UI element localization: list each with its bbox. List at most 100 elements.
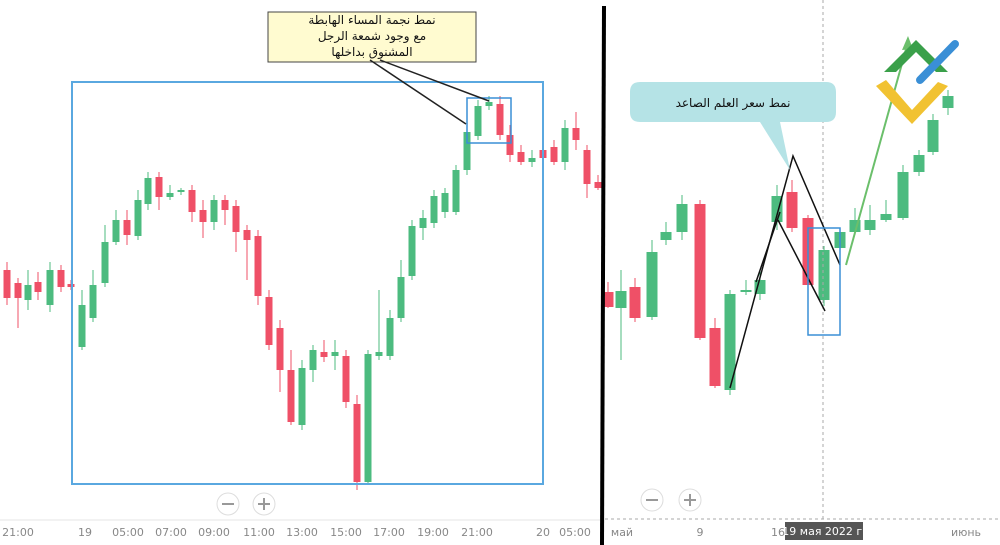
candle-body	[232, 206, 240, 232]
candle-body	[89, 285, 97, 318]
candle-body	[496, 104, 504, 135]
note-line: نمط نجمة المساء الهابطة	[308, 13, 435, 27]
candle-body	[506, 135, 514, 155]
candle-body	[694, 204, 706, 338]
x-tick-label: 05:00	[112, 526, 144, 539]
flag-line	[777, 219, 826, 312]
candle-body	[276, 328, 284, 370]
candle-body	[375, 352, 383, 356]
zoom-controls[interactable]	[216, 488, 702, 516]
candle-body	[320, 352, 328, 357]
candle-body	[112, 220, 120, 242]
candle-body	[3, 270, 11, 298]
candle-body	[430, 196, 438, 223]
candle-body	[441, 193, 449, 212]
candle-body	[474, 106, 482, 136]
candle-body	[46, 270, 54, 305]
candle-body	[550, 147, 558, 162]
candle-body	[287, 370, 295, 422]
x-tick-label: 15:00	[330, 526, 362, 539]
candle-body	[14, 283, 22, 298]
candle-body	[166, 193, 174, 197]
candle-body	[452, 170, 460, 212]
x-tick-label: июнь	[951, 526, 981, 539]
x-tick-label: 19:00	[417, 526, 449, 539]
candle-body	[386, 318, 394, 356]
candle-body	[134, 200, 142, 236]
flag-line	[755, 211, 781, 283]
candle-body	[57, 270, 65, 287]
candle-body	[265, 297, 273, 345]
candle-body	[353, 404, 361, 482]
candle-body	[155, 177, 163, 197]
candle-body	[660, 232, 672, 240]
x-tick-label: 07:00	[155, 526, 187, 539]
candle-body	[594, 182, 602, 188]
logo	[876, 40, 959, 124]
pattern-frame	[71, 81, 544, 485]
candle-body	[221, 200, 229, 210]
candle-body	[34, 282, 42, 292]
candle-body	[583, 150, 591, 184]
candle-body	[298, 368, 306, 425]
x-tick-label: 19	[78, 526, 92, 539]
candle-body	[880, 214, 892, 220]
target-arrow	[845, 41, 909, 266]
divider	[600, 5, 606, 545]
candle-body	[897, 172, 909, 218]
x-tick-label: 05:00	[559, 526, 591, 539]
candle-body	[144, 178, 152, 204]
candle-body	[864, 220, 876, 230]
candle-body	[913, 155, 925, 172]
candle-body	[646, 252, 658, 317]
candle-body	[615, 291, 627, 308]
candle-body	[818, 250, 830, 300]
candle-body	[724, 294, 736, 390]
crosshair-tag	[785, 522, 863, 540]
candle-body	[123, 220, 131, 235]
candle-body	[740, 290, 752, 292]
candle-body	[397, 277, 405, 318]
x-tick-label: 21:00	[2, 526, 34, 539]
candle-body	[849, 220, 861, 232]
candle-body	[309, 350, 317, 370]
x-tick-label: 17:00	[373, 526, 405, 539]
candle-body	[331, 352, 339, 356]
candle-body	[771, 196, 783, 222]
candle-body	[408, 226, 416, 276]
candle-body	[561, 128, 569, 162]
note-line: مع وجود شمعة الرجل	[318, 29, 426, 44]
candle-body	[676, 204, 688, 232]
candle-body	[342, 356, 350, 402]
candle-body	[927, 120, 939, 152]
candle-body	[78, 305, 86, 347]
candle-body	[24, 285, 32, 300]
x-tick-label: 16	[771, 526, 785, 539]
candle-body	[199, 210, 207, 222]
candle-body	[254, 236, 262, 296]
candle-body	[528, 158, 536, 162]
x-tick-label: 9	[697, 526, 704, 539]
x-tick-label: 13:00	[286, 526, 318, 539]
callout	[630, 82, 836, 170]
arrow	[379, 59, 490, 102]
candle-body	[188, 190, 196, 212]
candle-body	[572, 128, 580, 140]
x-tick-label: 09:00	[198, 526, 230, 539]
candle-body	[101, 242, 109, 283]
star-box	[466, 97, 512, 144]
candle-body	[942, 96, 954, 108]
candle-body	[709, 328, 721, 386]
x-tick-label: 11:00	[243, 526, 275, 539]
candle-body	[243, 230, 251, 240]
candle-body	[419, 218, 427, 228]
candle-body	[210, 200, 218, 222]
crosshair-label: 19 мая 2022 г.	[782, 525, 865, 538]
candle-body	[602, 292, 614, 307]
candle-body	[463, 132, 471, 170]
callout-text: نمط سعر العلم الصاعد	[676, 96, 791, 111]
arrow	[369, 59, 467, 125]
flag-box	[807, 227, 841, 336]
candle-body	[485, 102, 493, 106]
